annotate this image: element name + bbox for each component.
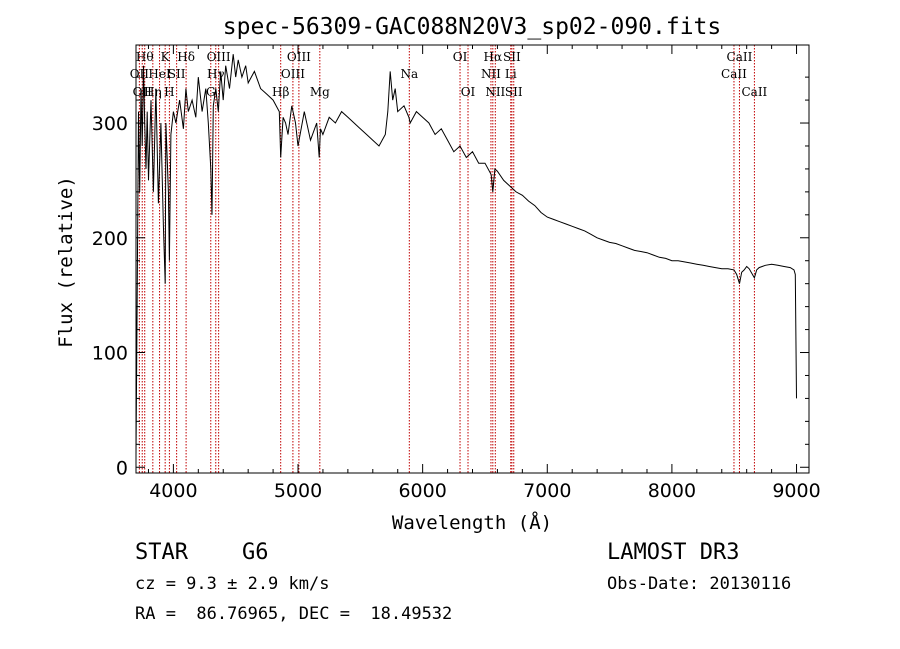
y-tick-label: 100 bbox=[92, 343, 128, 365]
line-marker-label: Hβ bbox=[272, 85, 289, 99]
line-marker-label: Mg bbox=[310, 85, 330, 99]
x-tick-label: 7000 bbox=[523, 480, 571, 502]
y-tick-label: 300 bbox=[92, 113, 128, 135]
chart-title: spec-56309-GAC088N20V3_sp02-090.fits bbox=[223, 14, 722, 40]
spectrum-line bbox=[135, 54, 797, 456]
x-tick-label: 6000 bbox=[398, 480, 446, 502]
line-marker-label: Hγ bbox=[207, 67, 225, 81]
survey-name: LAMOST DR3 bbox=[607, 540, 740, 565]
line-marker-label: Li bbox=[505, 67, 517, 81]
line-marker-label: SII bbox=[168, 67, 186, 81]
line-markers bbox=[138, 45, 755, 473]
line-marker-label: NII bbox=[485, 85, 505, 99]
plot-frame bbox=[135, 44, 810, 474]
y-axis-label: Flux (relative) bbox=[55, 176, 77, 348]
line-marker-label: H bbox=[164, 85, 174, 99]
line-marker-label: SII bbox=[505, 85, 523, 99]
y-tick-label: 0 bbox=[116, 457, 128, 479]
y-tick-label: 200 bbox=[92, 228, 128, 250]
line-marker-label: Hδ bbox=[177, 50, 195, 64]
line-marker-label: CaII bbox=[741, 85, 767, 99]
line-marker-label: SII bbox=[503, 50, 521, 64]
line-marker-label: OIII bbox=[207, 50, 231, 64]
line-marker-label: OII bbox=[133, 85, 153, 99]
line-marker-label: HeI bbox=[148, 67, 171, 81]
observation-date: Obs-Date: 20130116 bbox=[607, 574, 792, 594]
x-tick-label: 4000 bbox=[149, 480, 197, 502]
line-marker-label: OI bbox=[453, 50, 468, 64]
x-tick-label: 9000 bbox=[772, 480, 820, 502]
x-axis-ticks: 4000 5000 6000 7000 8000 9000 bbox=[147, 45, 821, 502]
line-marker-label: NII bbox=[481, 67, 501, 81]
object-subclass: G6 bbox=[242, 540, 269, 565]
redshift-velocity: cz = 9.3 ± 2.9 km/s bbox=[135, 574, 330, 594]
line-marker-label: Hη bbox=[144, 85, 162, 99]
line-marker-label: OII bbox=[130, 67, 150, 81]
line-marker-label: Hα bbox=[484, 50, 503, 64]
line-marker-label: Na bbox=[400, 67, 418, 81]
object-class: STAR bbox=[135, 540, 188, 565]
x-axis-label: Wavelength (Å) bbox=[392, 511, 552, 534]
x-tick-label: 5000 bbox=[274, 480, 322, 502]
line-marker-label: G bbox=[206, 85, 216, 99]
line-marker-label: CaII bbox=[721, 67, 747, 81]
line-marker-label: CaII bbox=[727, 50, 753, 64]
coordinates: RA = 86.76965, DEC = 18.49532 bbox=[135, 604, 453, 624]
line-marker-label: Hθ bbox=[136, 50, 154, 64]
line-marker-label: OIII bbox=[281, 67, 305, 81]
x-tick-label: 8000 bbox=[648, 480, 696, 502]
line-marker-labels: OII OII Hθ Hη HeI K H SII Hδ G Hγ OIII Hβ OIII OIII Mg N… bbox=[130, 50, 768, 99]
line-marker-label: OIII bbox=[287, 50, 311, 64]
y-axis-ticks: 0 100 200 300 bbox=[92, 76, 809, 479]
line-marker-label: OI bbox=[461, 85, 476, 99]
line-marker-label: K bbox=[161, 50, 171, 64]
